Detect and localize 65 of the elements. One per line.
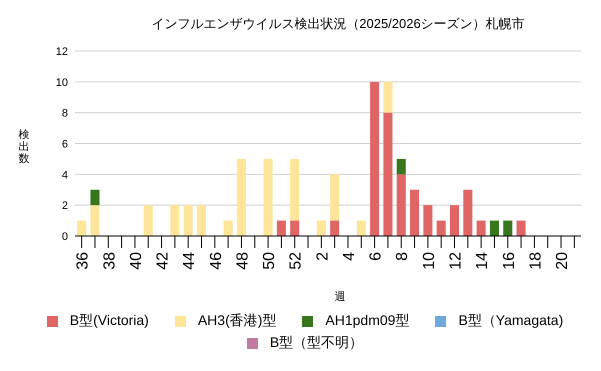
y-tick-label: 0 [62,231,68,243]
x-tick-label: 12 [448,252,464,270]
x-tick-label: 18 [527,252,544,270]
legend-label: AH1pdm09型 [325,312,410,330]
x-tick-label: 48 [234,252,252,270]
legend-label: B型（Yamagata) [458,312,564,330]
bar [90,205,100,236]
bar [503,220,512,236]
bar [383,82,392,113]
bar [450,205,460,236]
bar [144,205,153,236]
y-tick-label: 4 [62,169,68,182]
bar [264,158,273,236]
bar [196,205,206,236]
bar [423,205,432,236]
legend-label: B型（型不明） [270,334,364,352]
bar [410,190,420,236]
x-tick-label: 52 [288,252,305,270]
x-tick-label: 6 [368,252,385,261]
x-tick-label: 16 [500,252,518,270]
x-axis-title: 週 [334,291,346,303]
bar [236,158,246,236]
x-tick-label: 14 [474,252,492,270]
bar [290,220,300,236]
bar [290,158,300,221]
bar [316,220,326,236]
x-tick-label: 42 [154,252,172,270]
chart-title: インフルエンザウイルス検出状況（2025/2026シーズン）札幌市 [151,16,525,31]
x-tick-label: 20 [554,252,572,270]
x-tick-label: 36 [74,252,92,270]
bar [396,158,406,174]
x-tick-label: 40 [128,252,145,270]
bar [330,220,340,236]
y-tick-label: 8 [62,108,68,120]
x-tick-label: 46 [208,252,225,270]
bar [383,112,392,236]
x-tick-label: 8 [394,252,412,261]
x-tick-label: 4 [340,252,358,261]
bar [90,190,100,206]
y-tick-label: 2 [62,200,68,212]
bar [224,220,233,236]
bar [463,190,472,236]
x-tick-label: 2 [314,252,332,261]
y-tick-label: 10 [56,76,68,89]
legend-label: AH3(香港)型 [198,312,276,330]
bar [436,220,446,236]
x-tick-label: 10 [420,252,438,270]
bar [356,220,366,236]
bar [276,220,286,236]
bar [370,82,380,236]
x-tick-label: 44 [181,252,198,270]
y-tick-label: 12 [56,46,68,58]
legend-label: B型(Victoria) [70,312,149,330]
bar [396,174,406,236]
y-axis-title: 検出数 [18,129,30,165]
bar [170,205,180,236]
bar [490,220,499,236]
y-tick-label: 6 [62,138,68,150]
bar [77,220,86,236]
x-tick-label: 38 [101,252,118,270]
bar [476,220,486,236]
bar [184,205,193,236]
bar [330,174,340,221]
x-tick-label: 50 [261,252,278,270]
bar [516,220,526,236]
